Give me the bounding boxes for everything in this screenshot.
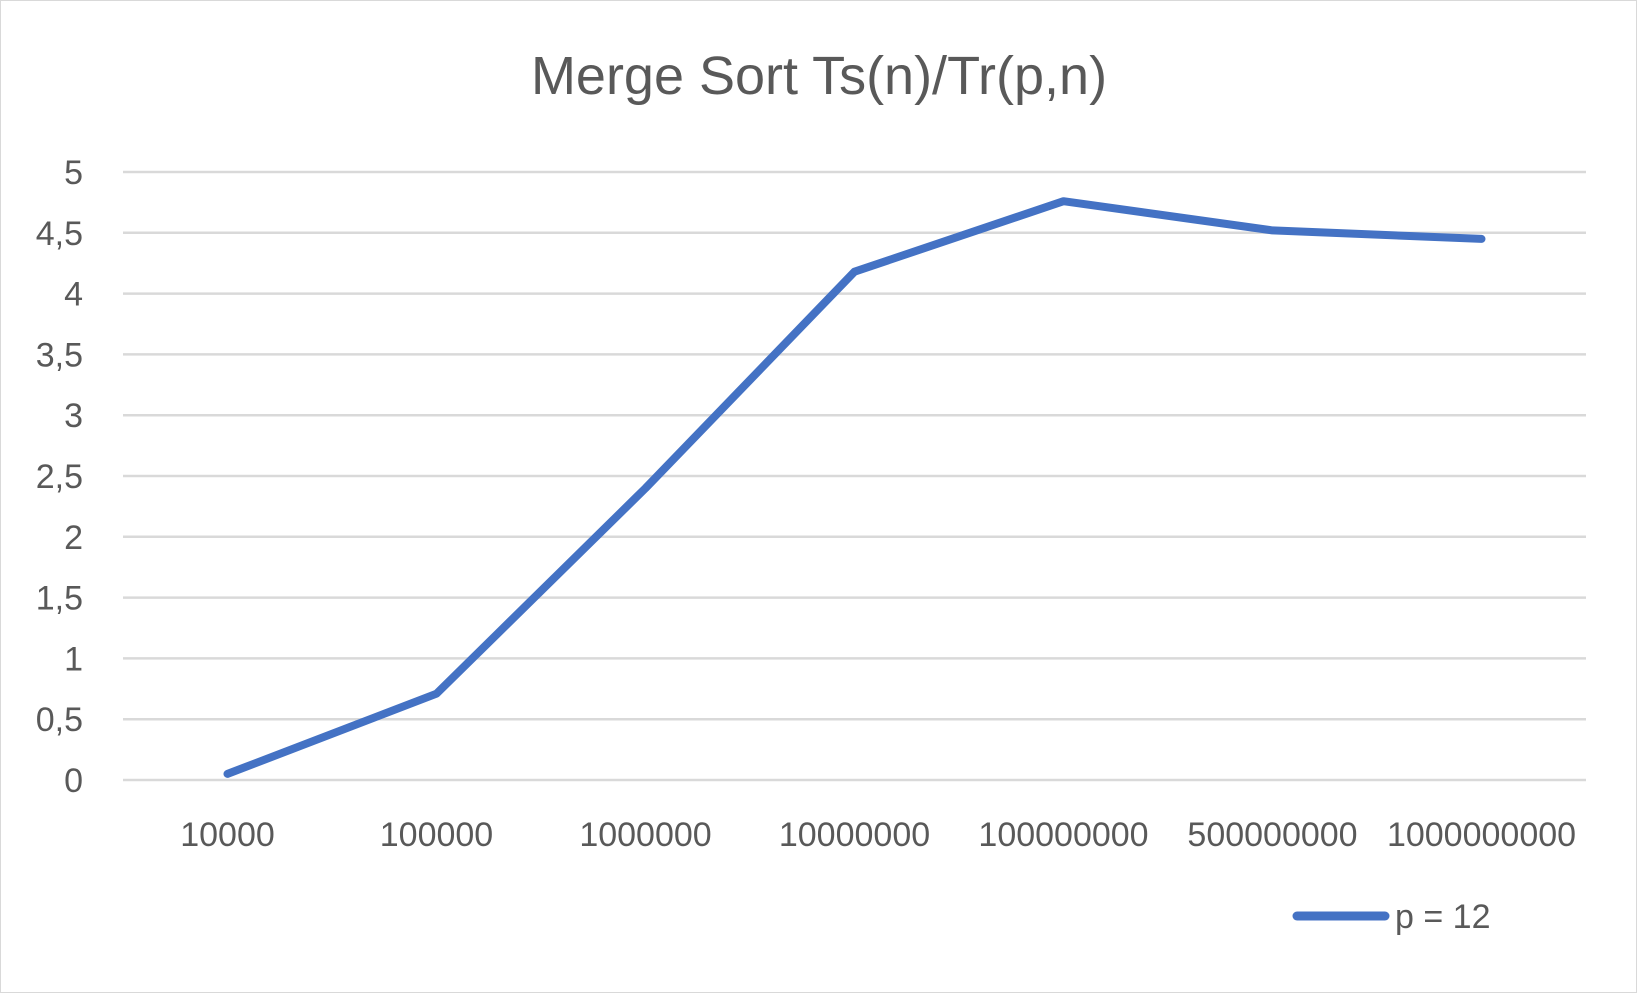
x-tick-label: 1000000: [579, 816, 711, 854]
series-lines: [227, 201, 1481, 774]
gridlines: [123, 172, 1586, 780]
chart-title: Merge Sort Ts(n)/Tr(p,n): [531, 46, 1107, 106]
y-tick-label: 3: [64, 397, 83, 435]
y-tick-label: 0,5: [36, 701, 83, 739]
y-tick-label: 4,5: [36, 215, 83, 253]
y-tick-label: 1: [64, 640, 83, 678]
x-tick-label: 1000000000: [1387, 816, 1576, 854]
y-tick-label: 3,5: [36, 336, 83, 374]
y-tick-label: 4: [64, 276, 83, 314]
x-tick-label: 100000000: [978, 816, 1148, 854]
y-tick-label: 1,5: [36, 580, 83, 618]
series-line-0: [228, 201, 1482, 774]
legend: p = 12: [1297, 898, 1490, 936]
y-tick-label: 0: [64, 762, 83, 800]
y-axis-tick-labels: 0 0,5 1 1,5 2 2,5 3 3,5 4 4,5 5: [36, 154, 83, 800]
x-tick-label: 100000: [380, 816, 493, 854]
y-tick-label: 2,5: [36, 458, 83, 496]
x-axis-tick-labels: 10000 100000 1000000 10000000 100000000 50000…: [180, 816, 1576, 854]
x-tick-label: 10000: [180, 816, 275, 854]
y-tick-label: 5: [64, 154, 83, 192]
legend-label: p = 12: [1395, 898, 1490, 936]
x-tick-label: 10000000: [779, 816, 930, 854]
y-tick-label: 2: [64, 519, 83, 557]
x-tick-label: 500000000: [1187, 816, 1357, 854]
